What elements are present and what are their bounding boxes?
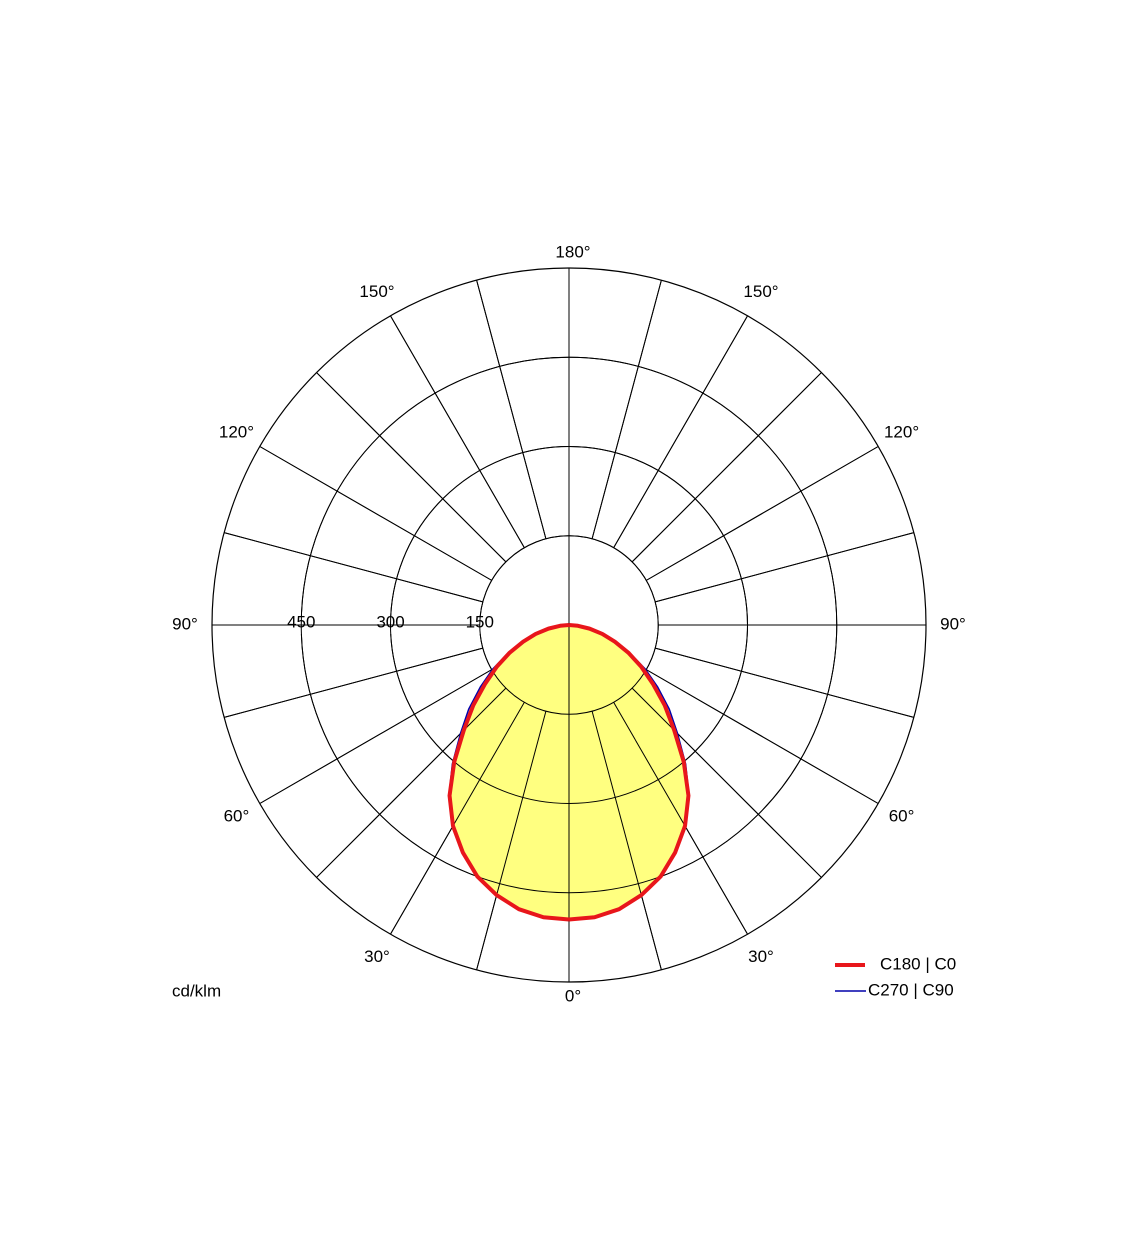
spoke <box>631 372 822 563</box>
angle-label: 150° <box>743 282 778 301</box>
angle-label: 0° <box>565 986 581 1005</box>
spoke <box>224 532 483 603</box>
spoke <box>646 669 879 804</box>
spoke <box>390 315 525 548</box>
angle-label: 120° <box>219 422 254 441</box>
spoke <box>259 446 492 581</box>
angle-label: 30° <box>748 947 774 966</box>
angle-label: 180° <box>555 242 590 261</box>
spoke <box>224 647 483 718</box>
legend-label: C270 | C90 <box>868 980 954 999</box>
spoke <box>613 702 748 935</box>
spoke <box>631 687 822 878</box>
spoke <box>646 446 879 581</box>
angle-label: 60° <box>224 806 250 825</box>
angle-label: 120° <box>884 422 919 441</box>
angle-label: 150° <box>359 282 394 301</box>
spoke <box>591 711 662 970</box>
spoke <box>591 280 662 539</box>
legend-label: C180 | C0 <box>880 954 956 973</box>
spoke <box>655 647 914 718</box>
angle-label: 90° <box>940 614 966 633</box>
angle-label: 90° <box>172 614 198 633</box>
angle-label: 60° <box>889 806 915 825</box>
intensity-curve <box>447 623 570 922</box>
angle-label: 30° <box>364 947 390 966</box>
spoke <box>655 532 914 603</box>
spoke <box>390 702 525 935</box>
spoke <box>316 687 507 878</box>
spoke <box>476 280 547 539</box>
unit-label: cd/klm <box>172 981 221 1000</box>
light-area <box>449 625 569 920</box>
spoke <box>613 315 748 548</box>
intensity-curve <box>568 623 691 922</box>
light-area <box>569 625 689 920</box>
spoke <box>316 372 507 563</box>
spoke <box>259 669 492 804</box>
spoke <box>476 711 547 970</box>
